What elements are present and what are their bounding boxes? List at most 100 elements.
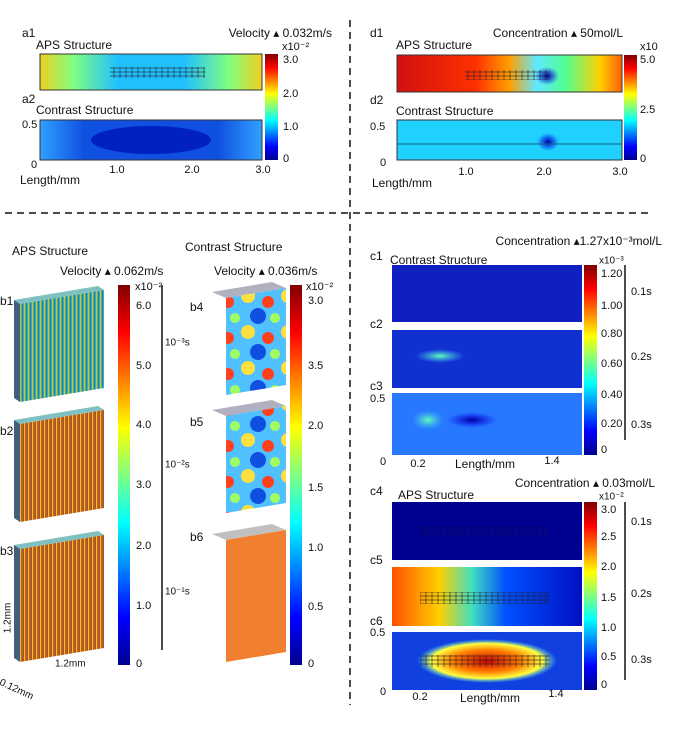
colorbar-tick: 6.0 [136, 300, 151, 312]
tick-label: 2.0 [184, 164, 199, 176]
colorbar-scale: x10⁻² [282, 41, 310, 53]
colorbar [118, 285, 130, 665]
colorbar-tick: 5.0 [640, 54, 655, 66]
time-label: 0.3s [631, 419, 652, 431]
block [212, 282, 286, 395]
tick-label: 1.0 [458, 166, 473, 178]
structure [420, 526, 550, 536]
heading: Contrast Structure [185, 240, 283, 254]
time-label: 10⁻²s [165, 460, 190, 471]
block [14, 531, 104, 662]
colorbar-tick: 2.0 [601, 561, 616, 573]
colorbar-tick: 3.0 [283, 54, 298, 66]
panel-label: c5 [370, 553, 383, 567]
colorbar [624, 55, 637, 160]
panel-title: Concentration ▴1.27x10⁻³mol/L [496, 234, 663, 248]
time-label: 0.2s [631, 351, 652, 363]
colorbar-tick: 0.5 [601, 651, 616, 663]
axis-label: Length/mm [20, 173, 80, 187]
colorbar-tick: 0.60 [601, 358, 622, 370]
panel-label: b1 [0, 294, 14, 308]
colorbar-tick: 0.5 [308, 601, 323, 613]
time-label: 10⁻³s [165, 338, 190, 349]
time-label: 0.3s [631, 654, 652, 666]
tick-label: 1.4 [548, 688, 563, 700]
colorbar-tick: 1.0 [601, 622, 616, 634]
colorbar-tick: 3.5 [308, 360, 323, 372]
colorbar-tick: 1.0 [308, 542, 323, 554]
dimension: 1.2mm [55, 659, 86, 670]
tick-label: 0 [380, 456, 386, 468]
dimension: 0.12mm [0, 677, 35, 702]
colorbar-tick: 0.80 [601, 328, 622, 340]
block [212, 524, 286, 662]
row-label: Contrast Structure [36, 103, 134, 117]
colorbar-scale: x10⁻² [306, 281, 334, 293]
tick-label: 0.5 [22, 119, 37, 131]
heatmap-region [447, 412, 497, 428]
row-label: APS Structure [36, 38, 112, 52]
block [14, 406, 104, 522]
tick-label: 1.0 [109, 164, 124, 176]
panel-label: a2 [22, 92, 36, 106]
heatmap-region [91, 126, 211, 154]
tick-label: 0 [380, 157, 386, 169]
colorbar-tick: 2.0 [308, 420, 323, 432]
colorbar-tick: 2.0 [283, 88, 298, 100]
colorbar [265, 54, 278, 160]
colorbar-scale: x10⁻³ [599, 256, 624, 267]
panel-label: c3 [370, 379, 383, 393]
tick-label: 0 [31, 159, 37, 171]
panel-label: c4 [370, 484, 383, 498]
panel-label: b6 [190, 530, 204, 544]
panel-label: a1 [22, 26, 36, 40]
panel-title: Velocity ▴ 0.062m/s [60, 264, 163, 278]
colorbar-tick: 1.0 [136, 600, 151, 612]
colorbar-tick: 2.5 [601, 531, 616, 543]
time-label: 10⁻¹s [165, 587, 190, 598]
colorbar-tick: 1.5 [601, 592, 616, 604]
colorbar-tick: 3.0 [308, 295, 323, 307]
tick-label: 1.4 [544, 455, 559, 467]
colorbar-tick: 0 [601, 679, 607, 691]
structure [110, 67, 205, 78]
heatmap [392, 265, 582, 322]
panel-label: b4 [190, 300, 204, 314]
colorbar-tick: 0.40 [601, 389, 622, 401]
heading: APS Structure [12, 244, 88, 258]
colorbar-tick: 0 [283, 153, 289, 165]
colorbar-tick: 0 [136, 658, 142, 670]
structure [420, 592, 550, 604]
colorbar-tick: 0 [308, 658, 314, 670]
colorbar-scale: x10 [640, 41, 658, 53]
colorbar-tick: 2.5 [640, 104, 655, 116]
panel-title: Concentration ▴ 0.03mol/L [515, 476, 655, 490]
axis-label: Length/mm [460, 691, 520, 705]
dimension: 1.2mm [3, 603, 14, 634]
colorbar-scale: x10⁻² [135, 281, 163, 293]
time-label: 0.1s [631, 516, 652, 528]
colorbar-tick: 0.20 [601, 418, 622, 430]
colorbar-tick: 1.5 [308, 482, 323, 494]
colorbar-tick: 2.0 [136, 540, 151, 552]
panel-label: b5 [190, 415, 204, 429]
panel-title: Velocity ▴ 0.036m/s [214, 264, 317, 278]
panel-label: c1 [370, 249, 383, 263]
colorbar-tick: 0 [640, 153, 646, 165]
tick-label: 0.5 [370, 627, 385, 639]
heatmap-region [415, 349, 465, 363]
time-label: 0.2s [631, 588, 652, 600]
colorbar [290, 285, 302, 665]
colorbar [584, 502, 597, 690]
tick-label: 3.0 [612, 166, 627, 178]
time-label: 0.1s [631, 286, 652, 298]
colorbar-tick: 5.0 [136, 360, 151, 372]
colorbar-tick: 1.00 [601, 300, 622, 312]
block [14, 286, 104, 402]
structure [465, 70, 550, 80]
heatmap-region [537, 133, 559, 151]
colorbar-tick: 4.0 [136, 419, 151, 431]
row-label: APS Structure [396, 38, 472, 52]
tick-label: 0.5 [370, 121, 385, 133]
